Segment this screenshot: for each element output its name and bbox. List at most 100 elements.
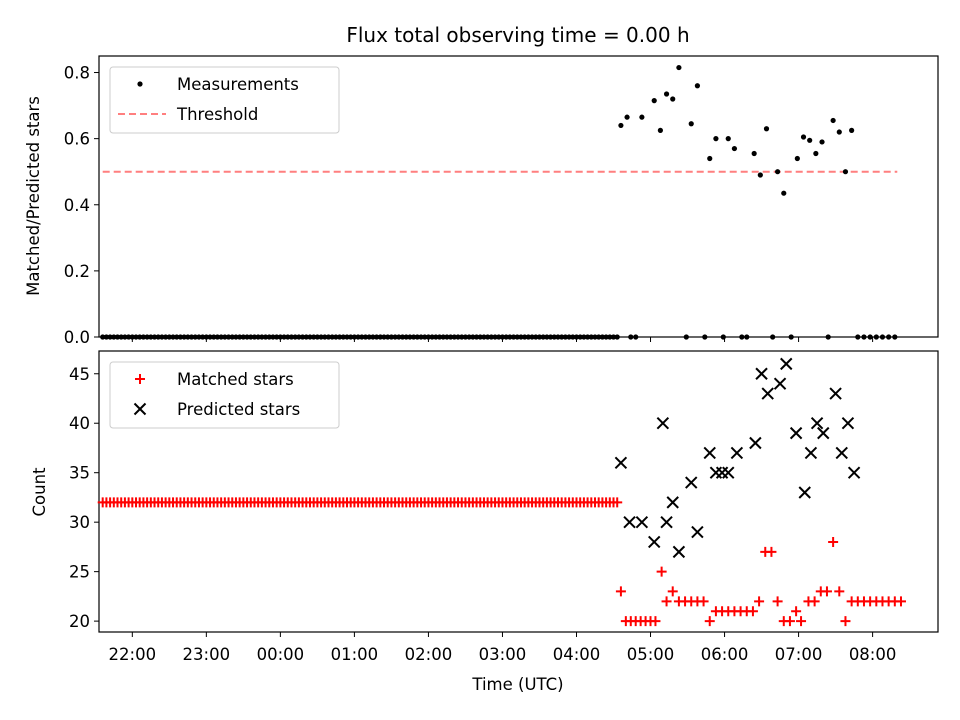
measurement-point	[518, 334, 524, 340]
top-y-tick-label: 0.4	[64, 196, 90, 215]
predicted-star-point	[722, 466, 735, 479]
measurement-point	[274, 334, 280, 340]
measurement-point	[155, 334, 161, 340]
predicted-star-point	[841, 417, 855, 430]
top-legend-label: Threshold	[176, 105, 258, 124]
x-tick-label: 23:00	[183, 645, 231, 664]
measurement-point	[218, 334, 224, 340]
measurement-point	[140, 334, 147, 340]
measurement-point	[133, 334, 139, 340]
predicted-star-point	[666, 496, 679, 509]
x-tick-label: 02:00	[405, 645, 453, 664]
measurement-point	[185, 334, 191, 340]
x-tick-label: 04:00	[553, 645, 601, 664]
measurement-point	[214, 334, 221, 340]
top-y-tick-label: 0.6	[64, 130, 90, 149]
measurement-point	[510, 334, 517, 340]
measurement-point	[399, 334, 406, 340]
measurement-point	[336, 334, 343, 340]
measurement-point	[385, 334, 391, 340]
measurement-point	[496, 334, 502, 340]
measurement-point	[111, 334, 117, 340]
predicted-star-point	[685, 476, 698, 489]
predicted-star-point	[761, 387, 774, 400]
top-y-tick-label: 0.2	[64, 262, 90, 281]
measurement-point	[618, 122, 624, 129]
measurement-point	[610, 334, 617, 340]
bottom-y-tick-label: 35	[69, 464, 90, 483]
measurement-point	[322, 334, 328, 340]
bottom-y-tick-label: 40	[69, 414, 90, 433]
measurement-point	[757, 172, 763, 178]
matched-star-point	[698, 596, 709, 607]
measurement-point	[470, 334, 476, 340]
measurement-point	[137, 334, 143, 340]
measurement-point	[562, 334, 568, 340]
measurement-point	[229, 334, 235, 340]
x-tick-label: 22:00	[109, 645, 157, 664]
measurement-point	[492, 334, 498, 340]
measurement-point	[694, 83, 701, 89]
measurement-point	[259, 334, 265, 340]
predicted-star-point	[789, 426, 803, 440]
measurement-point	[211, 334, 217, 340]
predicted-star-point	[648, 535, 661, 549]
measurement-point	[429, 334, 435, 340]
measurement-point	[751, 150, 757, 157]
matched-star-point	[747, 606, 758, 617]
measurement-point	[314, 334, 320, 340]
measurement-point	[529, 334, 535, 340]
measurement-point	[192, 334, 198, 340]
measurement-point	[514, 334, 520, 340]
matched-star-point	[791, 606, 802, 617]
measurement-point	[188, 334, 195, 340]
predicted-star-point	[660, 515, 673, 529]
matched-star-point	[809, 596, 820, 607]
measurement-point	[114, 334, 121, 340]
measurement-point	[503, 334, 509, 340]
measurement-point	[849, 127, 855, 133]
bottom-y-tick-label: 45	[69, 365, 90, 384]
measurement-point	[277, 334, 283, 340]
top-y-tick-label: 0.8	[64, 64, 90, 83]
measurement-point	[433, 334, 439, 340]
predicted-star-point	[730, 446, 744, 460]
measurement-point	[262, 334, 269, 340]
x-tick-label: 08:00	[849, 645, 897, 664]
measurement-point	[196, 334, 202, 340]
measurement-point	[414, 334, 420, 340]
matched-star-point	[784, 616, 795, 627]
measurement-point	[366, 334, 372, 340]
x-tick-label: 06:00	[701, 645, 749, 664]
measurement-point	[830, 117, 836, 124]
measurement-point	[359, 334, 365, 340]
measurement-point	[311, 334, 317, 340]
measurement-point	[577, 334, 583, 340]
x-tick-label: 05:00	[627, 645, 675, 664]
measurement-point	[296, 334, 302, 340]
measurement-point	[861, 334, 867, 340]
measurement-point	[351, 334, 358, 340]
top-y-tick-label: 0.0	[64, 328, 90, 347]
matched-star-point	[704, 616, 715, 627]
measurement-point	[775, 169, 781, 175]
matched-star-point	[656, 566, 667, 577]
measurement-point	[362, 334, 369, 340]
measurement-point	[628, 334, 634, 340]
measurement-point	[614, 334, 620, 340]
measurement-point	[422, 334, 428, 340]
measurement-point	[407, 334, 413, 340]
measurement-point	[244, 334, 250, 340]
measurement-point	[639, 114, 645, 120]
measurement-point	[299, 334, 306, 340]
measurement-point	[663, 91, 670, 97]
measurement-point	[624, 114, 630, 120]
measurement-point	[222, 334, 228, 340]
top-subplot: 0.0 0.2 0.4 0.6 0.8 Measurements Threshold	[64, 55, 939, 347]
predicted-star-point	[829, 387, 842, 400]
measurement-point	[462, 334, 469, 340]
x-axis-label: Time (UTC)	[471, 675, 563, 694]
measurement-point	[170, 334, 176, 340]
matched-star-point	[667, 586, 678, 597]
bottom-legend-marker	[135, 374, 145, 384]
